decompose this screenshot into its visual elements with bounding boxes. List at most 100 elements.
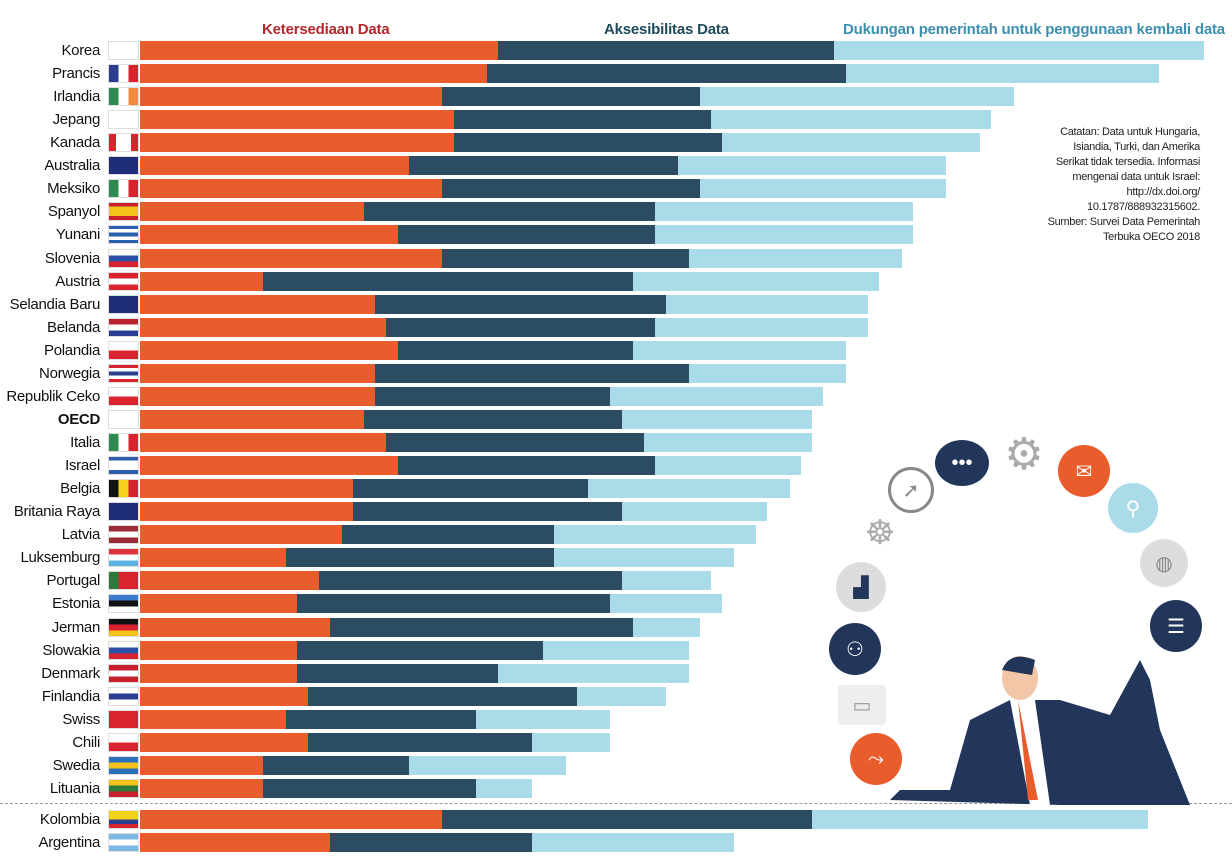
ketersediaan-bar	[140, 833, 331, 852]
aksesibilitas-bar	[364, 409, 622, 429]
flag-icon	[108, 525, 139, 545]
country-label: Jerman	[51, 618, 101, 636]
dukungan-bar	[655, 225, 913, 245]
ketersediaan-bar	[140, 363, 376, 383]
aksesibilitas-bar	[319, 571, 622, 591]
document-icon: ☰	[1150, 600, 1202, 652]
dukungan-bar	[610, 386, 824, 406]
flag-icon	[108, 317, 139, 337]
chart-row: Britania Raya	[0, 502, 1232, 522]
flag-icon	[108, 640, 139, 660]
ketersediaan-bar	[140, 179, 443, 199]
flag-icon	[108, 248, 139, 268]
flag-icon	[108, 433, 139, 453]
chart-row: Swiss	[0, 709, 1232, 730]
country-label: Selandia Baru	[9, 295, 101, 313]
ketersediaan-bar	[140, 317, 387, 337]
aksesibilitas-bar	[408, 156, 678, 176]
legend-dukungan: Dukungan pemerintah untuk penggunaan kem…	[843, 21, 1225, 38]
flag-icon	[108, 571, 139, 591]
ketersediaan-bar	[140, 571, 320, 591]
ketersediaan-bar	[140, 294, 376, 314]
aksesibilitas-bar	[308, 732, 532, 752]
chart-row: Israel	[0, 456, 1232, 476]
chart-row: Spanyol	[0, 202, 1232, 222]
flag-icon	[108, 363, 139, 383]
ketersediaan-bar	[140, 479, 353, 499]
country-label: Prancis	[52, 65, 100, 83]
ketersediaan-bar	[140, 663, 297, 683]
dukungan-bar	[554, 525, 756, 545]
country-label: Kanada	[50, 134, 100, 152]
country-label: Meksiko	[47, 180, 100, 198]
legend-aksesibilitas: Aksesibilitas Data	[604, 21, 729, 38]
dukungan-bar	[476, 778, 532, 798]
aksesibilitas-bar	[442, 810, 812, 829]
flag-icon	[108, 479, 139, 499]
flag-icon	[108, 110, 139, 130]
country-label: Slovenia	[44, 249, 100, 267]
flag-icon	[108, 778, 139, 798]
flag-icon	[108, 294, 139, 314]
dukungan-bar	[700, 87, 1014, 107]
flag-icon	[108, 810, 139, 829]
ketersediaan-bar	[140, 778, 264, 798]
chart-row: Polandia	[0, 340, 1232, 361]
dukungan-bar	[532, 833, 734, 852]
flag-icon	[108, 709, 139, 729]
aksesibilitas-bar	[341, 525, 555, 545]
country-label: Republik Ceko	[6, 387, 100, 405]
ketersediaan-bar	[140, 456, 398, 476]
dukungan-bar	[700, 179, 947, 199]
country-label: Latvia	[61, 526, 101, 544]
dukungan-bar	[632, 271, 880, 291]
aksesibilitas-bar	[285, 709, 476, 729]
chart-row: Finlandia	[0, 686, 1232, 707]
note: Catatan: Data untuk Hungaria, Isiandia, …	[1010, 125, 1201, 245]
ketersediaan-bar	[140, 709, 286, 729]
ketersediaan-bar	[140, 271, 264, 291]
flag-icon	[108, 87, 139, 107]
note-line: Catatan: Data untuk Hungaria,	[1060, 126, 1200, 138]
ketersediaan-bar	[140, 248, 443, 268]
ketersediaan-bar	[140, 87, 443, 107]
country-label: Swedia	[52, 756, 101, 774]
country-label: Jepang	[52, 111, 101, 129]
chart-row: Kolombia	[0, 810, 1232, 830]
chart-row: Yunani	[0, 225, 1232, 245]
aksesibilitas-bar	[498, 41, 835, 60]
country-label: Lituania	[49, 779, 100, 797]
ketersediaan-bar	[140, 810, 443, 829]
country-label: Britania Raya	[13, 503, 100, 521]
country-label: Yunani	[55, 226, 100, 244]
aksesibilitas-bar	[375, 363, 689, 383]
flag-icon	[108, 340, 139, 360]
chart-row: OECD	[0, 409, 1232, 430]
aksesibilitas-bar	[352, 479, 588, 499]
aksesibilitas-bar	[397, 456, 656, 476]
chart-row: Chili	[0, 732, 1232, 753]
country-label: Korea	[61, 42, 100, 59]
flag-icon	[108, 732, 139, 752]
chart-row: Belanda	[0, 317, 1232, 338]
country-label: Israel	[65, 457, 100, 475]
chart-row: Norwegia	[0, 363, 1232, 384]
trend-icon: ⤳	[850, 733, 902, 785]
flag-icon	[108, 409, 139, 429]
aksesibilitas-bar	[263, 271, 633, 291]
country-label: Irlandia	[53, 88, 100, 106]
dukungan-bar	[532, 732, 611, 752]
ketersediaan-bar	[140, 617, 331, 637]
dukungan-bar	[632, 617, 700, 637]
dukungan-bar	[666, 294, 868, 314]
aksesibilitas-bar	[296, 640, 544, 660]
aksesibilitas-bar	[352, 502, 622, 522]
country-label: Spanyol	[47, 203, 100, 221]
dukungan-bar	[722, 133, 980, 153]
ketersediaan-bar	[140, 386, 376, 406]
flag-icon	[108, 833, 139, 852]
flag-icon	[108, 594, 139, 614]
aksesibilitas-bar	[296, 594, 611, 614]
aksesibilitas-bar	[375, 386, 611, 406]
flag-icon	[108, 386, 139, 406]
